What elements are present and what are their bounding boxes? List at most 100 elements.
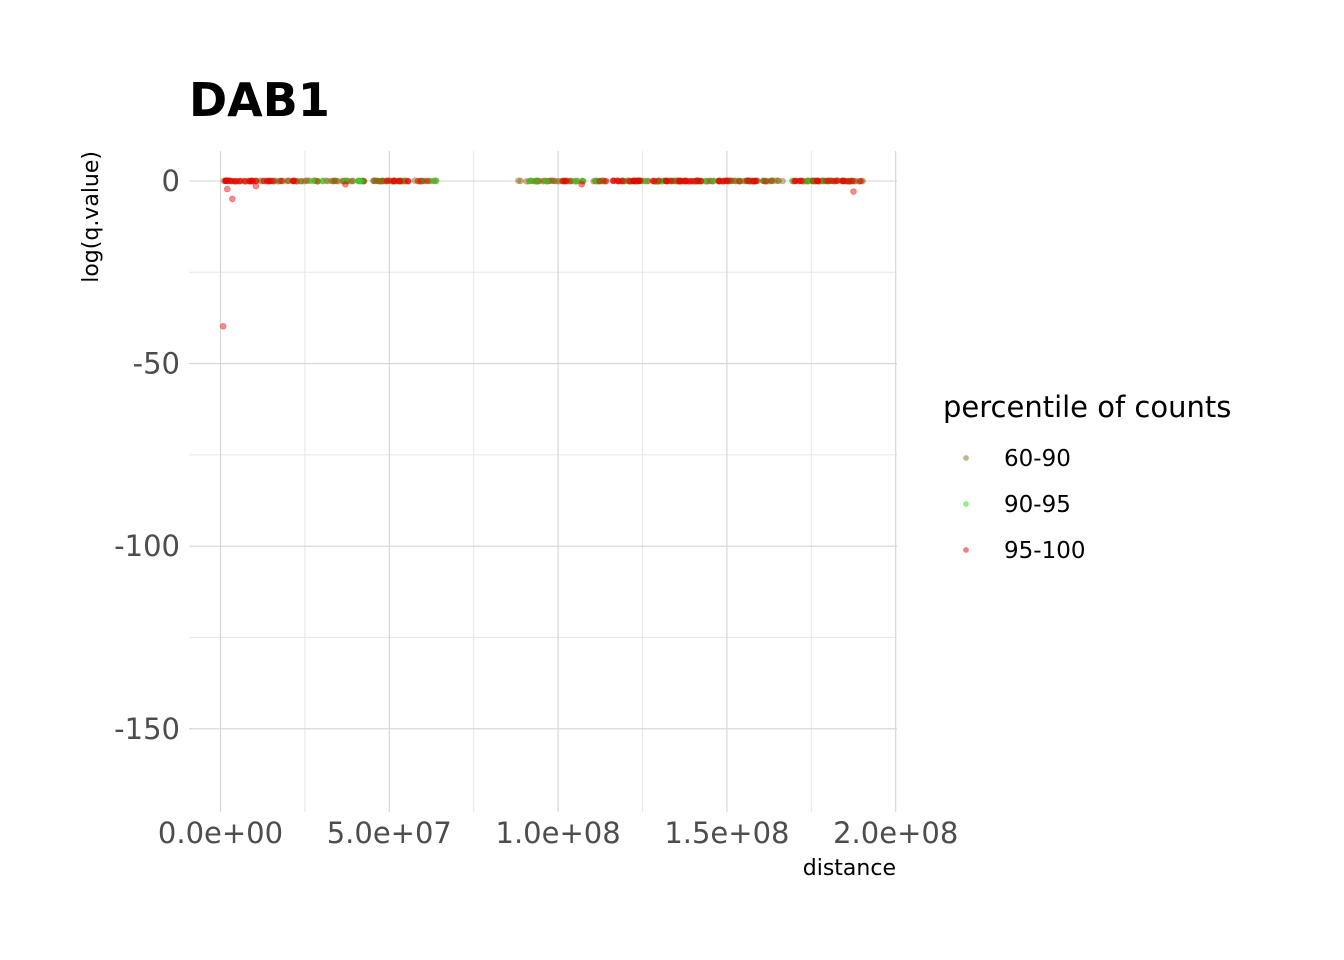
chart-title: DAB1 <box>189 73 330 127</box>
data-point <box>791 177 798 185</box>
data-point <box>630 177 638 185</box>
data-point <box>370 177 378 185</box>
data-points <box>219 177 867 330</box>
data-point <box>404 177 412 185</box>
data-point <box>385 177 393 184</box>
data-point <box>332 177 339 185</box>
data-point <box>543 177 550 185</box>
data-point <box>682 177 689 185</box>
y-tick-label: -50 <box>133 347 180 381</box>
data-point <box>370 177 377 185</box>
x-tick-label: 0.0e+00 <box>158 816 283 850</box>
data-point <box>779 177 786 185</box>
data-point <box>856 177 864 185</box>
legend-label: 60-90 <box>1004 446 1071 472</box>
data-point <box>517 177 524 185</box>
legend-item: 90-95 <box>963 492 1071 518</box>
x-tick-label: 2.0e+08 <box>833 816 958 850</box>
data-point <box>609 177 617 185</box>
data-point <box>327 177 335 185</box>
data-point <box>551 177 558 185</box>
legend-items: 60-90 90-95 95-100 <box>963 446 1085 564</box>
legend-item: 95-100 <box>963 538 1085 564</box>
data-point <box>578 180 586 188</box>
data-point <box>373 177 381 185</box>
data-point <box>572 177 580 185</box>
grid-lines <box>189 151 897 812</box>
legend-label: 95-100 <box>1004 538 1085 564</box>
data-point <box>663 177 671 185</box>
data-point <box>236 177 243 185</box>
x-tick-label: 5.0e+07 <box>327 816 452 850</box>
data-point <box>342 177 349 185</box>
legend-key <box>963 501 969 507</box>
y-tick-label: -100 <box>114 529 180 563</box>
data-point <box>768 177 776 184</box>
data-point <box>655 177 663 184</box>
data-point <box>374 177 382 185</box>
data-point <box>676 177 683 185</box>
data-point <box>563 177 570 185</box>
x-axis-title: distance <box>803 856 896 881</box>
x-tick-label: 1.0e+08 <box>496 816 621 850</box>
data-point <box>278 177 285 185</box>
data-point <box>335 177 342 185</box>
data-point <box>697 177 705 185</box>
data-point <box>264 177 271 184</box>
data-point <box>329 177 337 185</box>
data-point <box>319 177 327 185</box>
series-95-100 <box>219 177 864 330</box>
data-point <box>750 177 757 185</box>
legend-item: 60-90 <box>963 446 1071 472</box>
data-point <box>396 178 404 185</box>
data-point <box>219 323 227 330</box>
data-point <box>223 185 231 193</box>
data-point <box>333 177 340 185</box>
x-tick-label: 1.5e+08 <box>664 816 789 850</box>
legend-key <box>963 547 969 553</box>
data-point <box>515 177 522 184</box>
data-point <box>290 177 298 184</box>
data-point <box>223 177 231 184</box>
data-point <box>302 177 310 184</box>
data-point <box>726 177 733 184</box>
data-point <box>840 177 848 185</box>
data-point <box>850 188 857 195</box>
data-point <box>432 177 440 184</box>
data-point <box>246 177 253 185</box>
data-point <box>813 177 821 185</box>
data-point <box>342 180 349 188</box>
y-axis-title: log(q.value) <box>79 151 104 283</box>
data-point <box>331 177 338 184</box>
x-axis-ticks: 0.0e+00 5.0e+07 1.0e+08 1.5e+08 2.0e+08 <box>158 816 958 850</box>
data-point <box>414 177 422 185</box>
data-point <box>579 177 586 185</box>
data-point <box>762 178 770 185</box>
data-point <box>229 195 236 203</box>
data-point <box>527 177 534 184</box>
data-point <box>376 177 384 185</box>
y-tick-label: 0 <box>162 164 180 198</box>
data-point <box>649 177 656 185</box>
data-point <box>374 177 382 185</box>
legend: percentile of counts 60-90 90-95 95-100 <box>943 390 1231 564</box>
legend-title: percentile of counts <box>943 390 1231 424</box>
data-point <box>596 177 604 185</box>
data-point <box>377 178 385 185</box>
y-tick-label: -150 <box>114 712 180 746</box>
data-point <box>297 177 305 185</box>
data-point <box>775 177 782 185</box>
data-point <box>370 177 377 185</box>
legend-label: 90-95 <box>1004 492 1071 518</box>
data-point <box>533 177 541 185</box>
data-point <box>252 182 260 190</box>
y-axis-ticks: 0 -50 -100 -150 <box>114 164 180 746</box>
data-point <box>372 177 379 184</box>
data-point <box>798 177 805 185</box>
data-point <box>300 177 308 185</box>
data-point <box>736 178 744 185</box>
data-point <box>424 177 431 185</box>
legend-key <box>963 455 969 461</box>
data-point <box>297 177 305 185</box>
